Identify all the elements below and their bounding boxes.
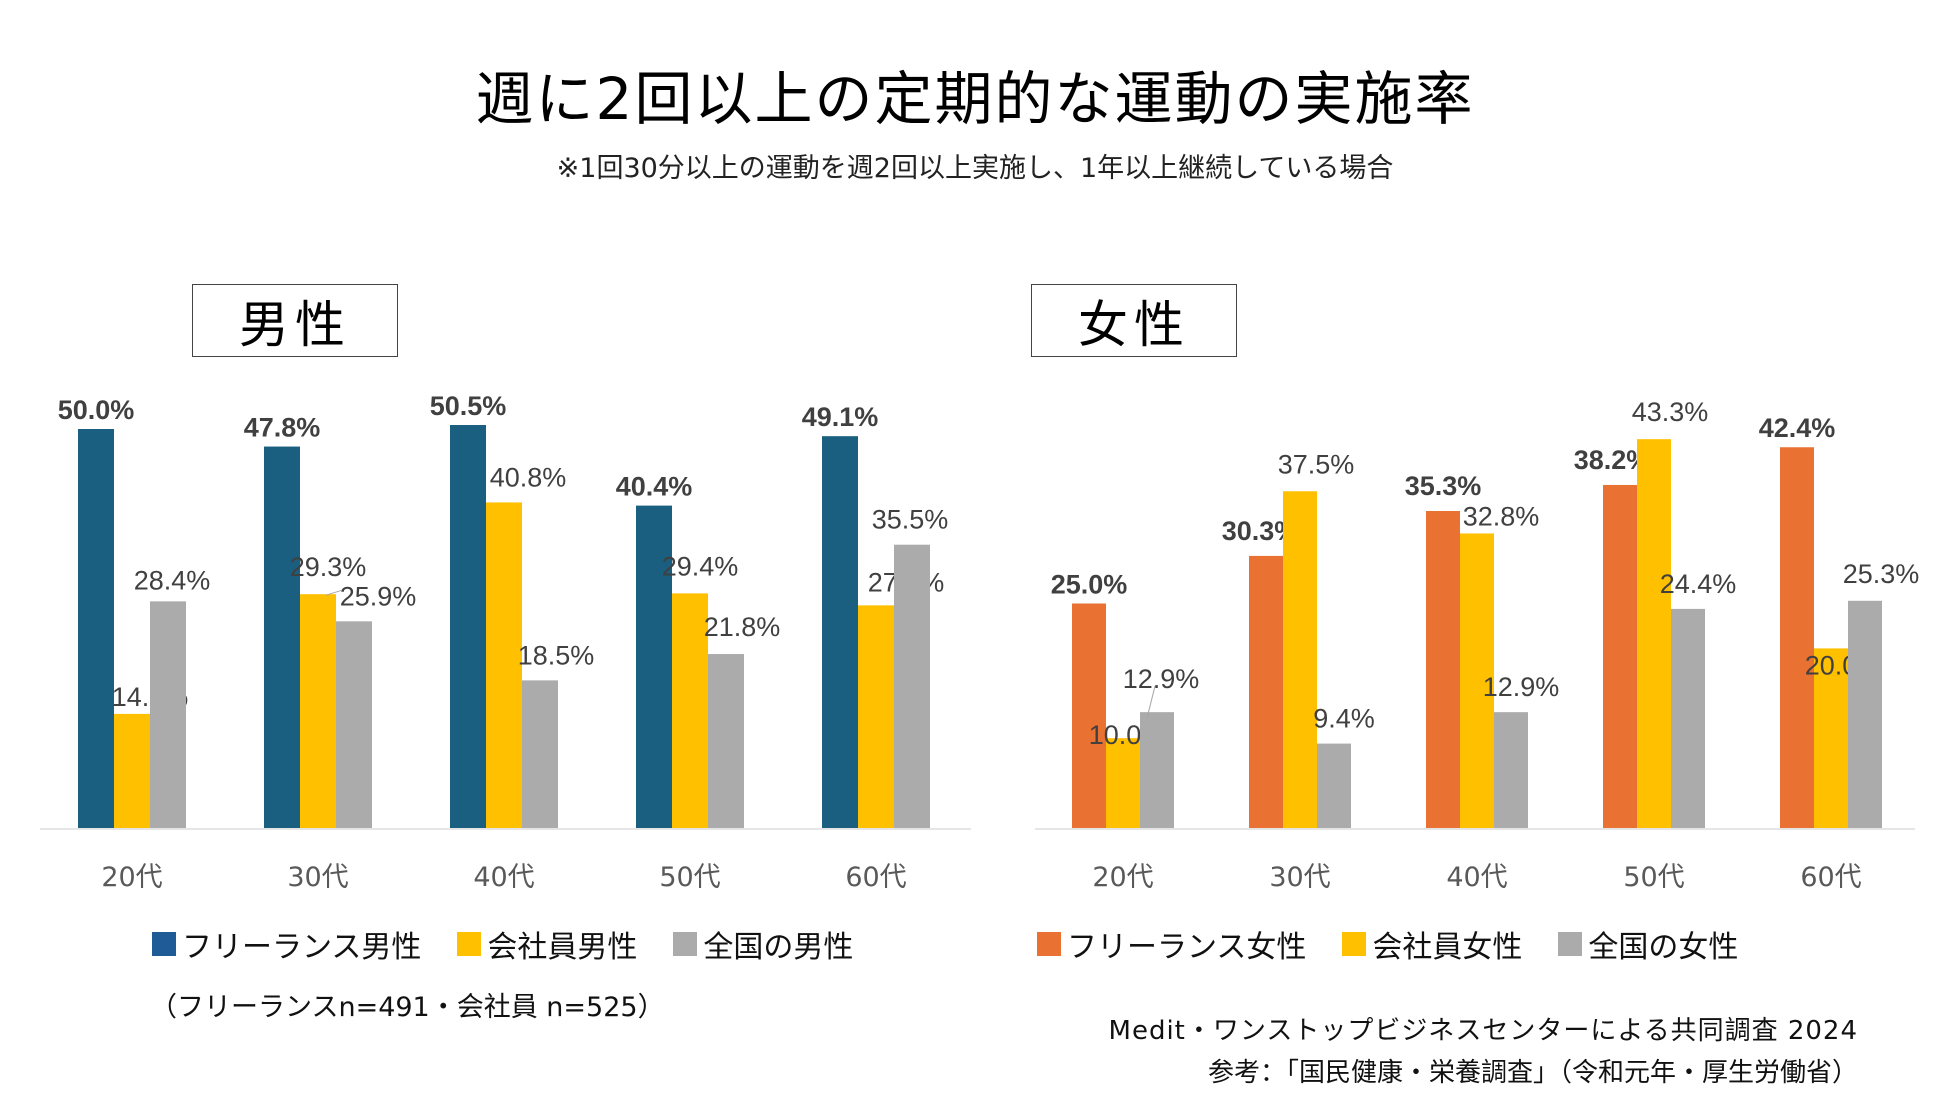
male-bar-national-3 [708,654,744,828]
male-category-label: 60代 [845,862,906,893]
legend-label: 全国の女性 [1588,930,1739,965]
male-data-label: 29.3% [290,552,367,582]
legend-item-freelance-female: フリーランス女性 [1037,922,1306,966]
male-data-label: 50.5% [430,391,507,421]
legend-item-national-male: 全国の男性 [673,922,853,966]
chart-main-title: 週に2回以上の定期的な運動の実施率 [475,65,1475,133]
female-bar-national-0 [1140,712,1174,828]
male-data-label: 21.8% [704,612,781,642]
legend-label: フリーランス男性 [182,930,422,965]
male-bar-employee-4 [858,605,894,828]
male-bar-employee-3 [672,593,708,828]
female-bar-employee-0 [1106,738,1140,828]
female-bar-national-3 [1671,608,1705,828]
legend-swatch-freelance-male [152,932,176,956]
male-data-label: 40.8% [490,462,567,492]
male-category-label: 20代 [101,862,162,893]
female-category-label: 50代 [1623,862,1684,893]
female-bar-freelance-1 [1249,555,1283,828]
female-leader-line [1146,686,1156,719]
legend-label: 会社員男性 [487,930,638,965]
legend-item-national-female: 全国の女性 [1558,922,1738,966]
female-category-label: 60代 [1800,862,1861,893]
male-bar-national-2 [522,680,558,828]
female-bar-freelance-4 [1780,447,1814,828]
male-data-label: 18.5% [518,640,595,670]
legend-label: 全国の男性 [703,930,854,965]
male-category-label: 30代 [287,862,348,893]
male-bar-employee-1 [300,594,336,828]
female-data-label: 25.0% [1051,570,1128,600]
female-data-label: 12.9% [1483,672,1560,702]
male-data-label: 50.0% [58,395,135,425]
female-panel-title: 女性 [1031,284,1237,357]
female-data-label: 12.9% [1123,664,1200,694]
legend-swatch-employee-male [457,932,482,956]
survey-credit: Medit・ワンストップビジネスセンターによる共同調査 2024 [1108,1016,1858,1046]
female-bar-employee-2 [1460,533,1494,828]
female-bar-national-2 [1494,712,1528,828]
male-bar-employee-2 [486,502,522,828]
female-legend: フリーランス女性 会社員女性 全国の女性 [1037,922,1774,966]
chart-subtitle: ※1回30分以上の運動を週2回以上実施し、1年以上継続している場合 [556,153,1394,184]
female-bar-employee-4 [1814,648,1848,828]
female-category-label: 40代 [1446,862,1507,893]
male-data-label: 25.9% [340,581,417,611]
female-data-label: 24.4% [1660,569,1737,599]
male-bar-national-1 [336,621,372,828]
male-category-label: 50代 [659,862,720,893]
female-category-label: 30代 [1269,862,1330,893]
sample-size-note: （フリーランスn=491・会社員 n=525） [150,992,665,1023]
female-bar-national-4 [1848,600,1882,828]
male-category-label: 40代 [473,862,534,893]
legend-swatch-employee-female [1342,932,1367,956]
legend-swatch-freelance-female [1037,932,1061,956]
legend-item-employee-male: 会社員男性 [457,922,637,966]
male-bar-freelance-1 [264,446,300,828]
female-bar-employee-3 [1637,439,1671,828]
female-data-label: 32.8% [1463,501,1540,531]
male-data-label: 49.1% [802,402,879,432]
male-data-label: 29.4% [662,551,739,581]
male-data-label: 35.5% [872,505,949,535]
legend-item-freelance-male: フリーランス男性 [152,922,421,966]
male-bar-freelance-2 [450,425,486,828]
male-legend: フリーランス男性 会社員男性 全国の男性 [152,922,889,966]
female-bar-employee-1 [1283,491,1317,828]
male-data-label: 40.4% [616,472,693,502]
legend-swatch-national-male [673,932,698,956]
male-bar-employee-0 [114,713,150,828]
male-bar-freelance-4 [822,436,858,828]
female-data-label: 9.4% [1313,704,1375,734]
female-bar-freelance-3 [1603,484,1637,828]
female-category-label: 20代 [1092,862,1153,893]
female-data-label: 42.4% [1759,413,1836,443]
male-data-label: 28.4% [134,565,211,595]
female-data-label: 43.3% [1632,397,1709,427]
legend-label: 会社員女性 [1372,930,1523,965]
female-data-label: 25.3% [1843,559,1920,589]
legend-label: フリーランス女性 [1067,930,1307,965]
male-leader-line [325,589,343,596]
male-bar-national-0 [150,601,186,828]
female-bar-freelance-2 [1426,511,1460,828]
male-data-label: 47.8% [244,413,321,443]
male-bar-freelance-0 [78,429,114,828]
female-bar-national-1 [1317,743,1351,828]
female-data-label: 35.3% [1405,471,1482,501]
female-data-label: 37.5% [1278,449,1355,479]
female-bar-freelance-0 [1072,603,1106,828]
legend-item-employee-female: 会社員女性 [1342,922,1522,966]
male-bar-national-4 [894,544,930,828]
male-panel-title: 男性 [192,284,398,357]
legend-swatch-national-female [1558,932,1583,956]
male-bar-freelance-3 [636,505,672,828]
reference-credit: 参考：「国民健康・栄養調査」（令和元年・厚生労働省） [1207,1058,1858,1088]
